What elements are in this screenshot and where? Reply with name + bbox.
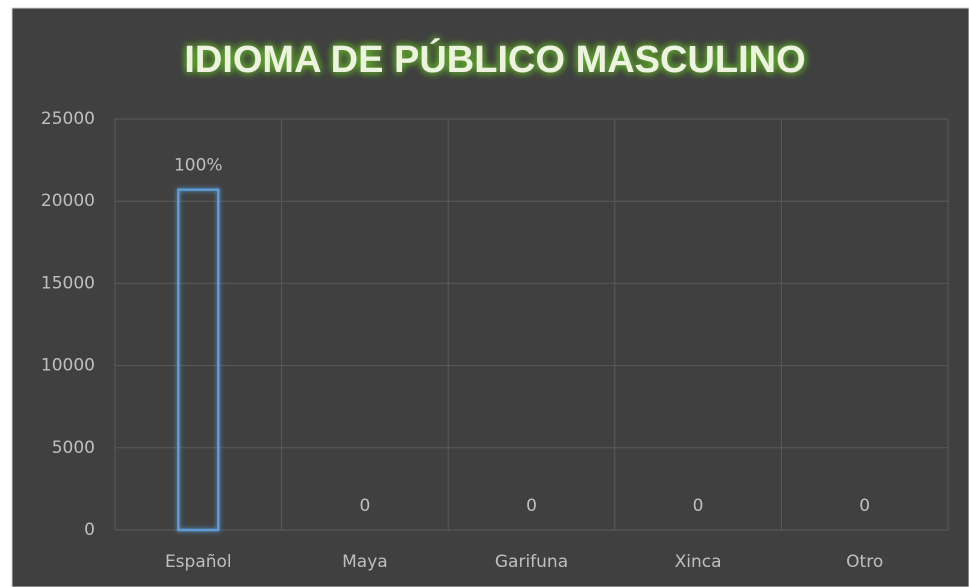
data-label: 100% — [174, 156, 223, 176]
y-tick-label: 0 — [84, 520, 95, 540]
y-tick-label: 25000 — [41, 109, 95, 129]
bar — [177, 188, 220, 532]
chart-background — [11, 7, 969, 587]
x-tick-label: Xinca — [675, 552, 722, 572]
y-tick-label: 15000 — [41, 273, 95, 293]
data-label: 0 — [859, 496, 870, 516]
y-tick-label: 20000 — [41, 191, 95, 211]
x-tick-label: Garifuna — [495, 552, 568, 572]
data-label: 0 — [359, 496, 370, 516]
x-tick-label: Otro — [846, 552, 883, 572]
x-tick-label: Maya — [342, 552, 388, 572]
chart-title: IDIOMA DE PÚBLICO MASCULINO — [184, 37, 805, 81]
data-label: 0 — [526, 496, 537, 516]
y-tick-label: 5000 — [52, 438, 95, 458]
data-label: 0 — [693, 496, 704, 516]
x-tick-label: Español — [165, 552, 232, 572]
y-tick-label: 10000 — [41, 356, 95, 376]
